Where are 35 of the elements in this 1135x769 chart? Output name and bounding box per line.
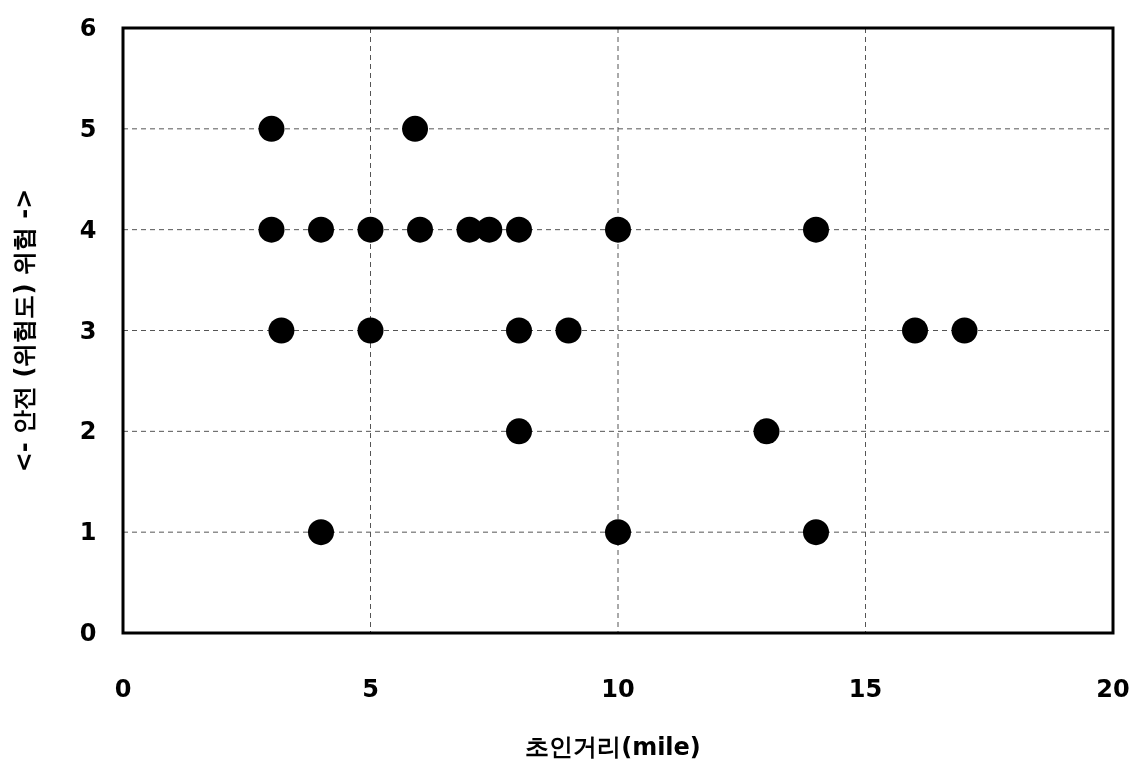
y-axis-title: <- 안전 (위험도) 위험 -> (10, 188, 38, 473)
point (268, 317, 295, 344)
x-tick-label: 15 (848, 675, 883, 703)
point (308, 216, 334, 243)
point (357, 216, 384, 243)
point (476, 216, 503, 243)
point (506, 317, 532, 344)
y-tick-label: 1 (79, 518, 97, 547)
point (506, 418, 532, 445)
x-axis-title: 초인거리(mile) (525, 733, 701, 761)
point (902, 317, 928, 344)
point (605, 216, 631, 243)
point (803, 519, 829, 546)
y-tick-label: 4 (79, 215, 97, 244)
x-tick-label: 10 (601, 675, 635, 703)
point (402, 115, 429, 142)
x-tick-label: 5 (362, 675, 379, 703)
point (357, 317, 384, 344)
x-tick-label: 0 (114, 675, 132, 703)
y-tick-label: 6 (79, 14, 97, 42)
y-tick-label: 0 (79, 619, 97, 647)
point (951, 317, 978, 344)
point (506, 216, 532, 243)
point (258, 216, 285, 243)
point (803, 216, 829, 243)
point (308, 519, 334, 546)
y-tick-label: 2 (79, 417, 97, 446)
point (407, 216, 433, 243)
point (753, 418, 780, 445)
y-tick-label: 3 (79, 316, 97, 345)
point (605, 519, 631, 546)
y-tick-label: 5 (79, 114, 97, 143)
x-tick-label: 20 (1096, 675, 1130, 703)
point (555, 317, 582, 344)
point (258, 115, 285, 142)
